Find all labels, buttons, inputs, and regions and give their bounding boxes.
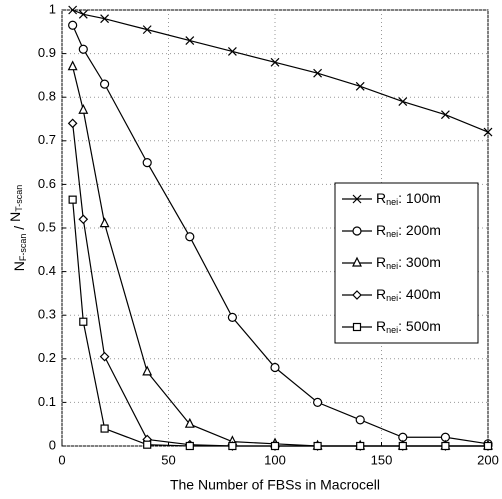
y-tick-label: 0.7 [38, 132, 56, 147]
legend-marker [352, 226, 362, 236]
x-tick-label: 100 [264, 452, 286, 467]
y-tick-label: 0.2 [38, 350, 56, 365]
marker [68, 5, 78, 15]
legend-label: Rnei: 100m [376, 190, 441, 208]
series [68, 5, 493, 137]
marker [99, 79, 110, 89]
marker [356, 441, 365, 451]
legend-label: Rnei: 300m [376, 254, 441, 272]
marker [313, 68, 323, 78]
marker [78, 9, 88, 19]
marker [67, 118, 78, 129]
y-tick-label: 0.9 [38, 45, 56, 60]
marker [100, 14, 110, 24]
marker [483, 441, 493, 451]
marker [227, 46, 237, 56]
marker [78, 103, 89, 114]
y-tick-label: 0.4 [38, 263, 56, 278]
marker [270, 441, 280, 451]
marker [99, 351, 110, 362]
marker [440, 110, 450, 120]
marker [313, 441, 322, 451]
y-tick-label: 0.1 [38, 394, 56, 409]
marker [68, 195, 77, 204]
marker [79, 317, 88, 326]
legend-label: Rnei: 500m [376, 318, 441, 336]
marker [142, 365, 153, 376]
legend-marker [352, 290, 362, 300]
series [68, 20, 493, 449]
x-tick-label: 150 [371, 452, 393, 467]
marker [99, 217, 110, 228]
legend-marker [352, 322, 362, 332]
marker [355, 81, 365, 91]
legend-label: Rnei: 200m [376, 222, 441, 240]
marker [142, 25, 152, 35]
y-tick-label: 0.6 [38, 176, 56, 191]
marker [270, 57, 280, 67]
series-line [72, 25, 489, 445]
y-axis-label: NF-scan / NT-scan [7, 185, 29, 271]
x-tick-label: 0 [58, 452, 65, 467]
marker [355, 415, 365, 425]
marker [67, 60, 78, 71]
series-line [72, 9, 489, 133]
marker [184, 417, 195, 428]
marker [228, 441, 237, 451]
y-tick-label: 0.5 [38, 219, 56, 234]
marker [483, 127, 493, 137]
marker [78, 44, 88, 54]
marker [68, 20, 78, 30]
marker [143, 440, 152, 449]
y-tick-label: 0.8 [38, 89, 56, 104]
legend-marker [352, 256, 362, 267]
marker [185, 36, 195, 45]
marker [100, 424, 109, 433]
marker [227, 312, 237, 322]
x-axis-label: The Number of FBSs in Macrocell [170, 477, 380, 493]
marker [398, 441, 407, 451]
legend-marker [352, 194, 362, 204]
x-tick-label: 200 [477, 452, 499, 467]
marker [78, 214, 89, 225]
marker [270, 362, 280, 373]
y-tick-label: 0 [49, 437, 56, 452]
marker [185, 441, 194, 451]
marker [441, 441, 450, 451]
marker [398, 97, 408, 106]
series-line [72, 199, 488, 447]
marker [313, 397, 323, 407]
marker [185, 232, 195, 242]
y-tick-label: 0.3 [38, 307, 56, 322]
series [68, 195, 493, 451]
x-tick-label: 50 [161, 452, 175, 467]
legend-label: Rnei: 400m [376, 286, 441, 304]
y-tick-label: 1 [49, 1, 56, 16]
marker [142, 158, 152, 168]
